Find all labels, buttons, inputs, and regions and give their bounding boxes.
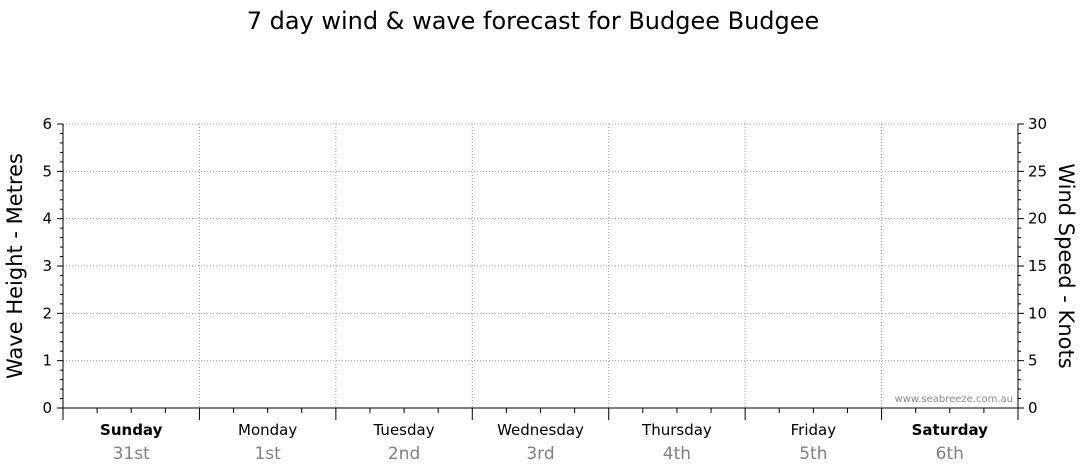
day-name-label: Wednesday [497, 421, 584, 439]
day-date-label: 1st [254, 444, 281, 464]
day-date-label: 3rd [526, 444, 554, 464]
day-name-label: Sunday [100, 421, 163, 439]
right-tick-label: 20 [1028, 210, 1047, 228]
right-axis-title: Wind Speed - Knots [1054, 163, 1078, 368]
right-tick-label: 5 [1028, 352, 1038, 370]
day-date-label: 2nd [388, 444, 420, 464]
day-name-label: Thursday [641, 421, 712, 439]
grid-layer [63, 123, 1018, 408]
day-name-label: Saturday [912, 421, 989, 439]
day-date-label: 31st [113, 444, 150, 464]
left-tick-label: 1 [42, 352, 52, 370]
right-tick-label: 25 [1028, 162, 1047, 180]
day-name-label: Tuesday [373, 421, 435, 439]
right-tick-label: 15 [1028, 257, 1047, 275]
left-tick-label: 2 [42, 304, 52, 322]
chart-title: 7 day wind & wave forecast for Budgee Bu… [247, 7, 820, 35]
left-tick-label: 0 [42, 399, 52, 417]
day-date-label: 4th [663, 444, 691, 464]
left-tick-label: 6 [42, 115, 52, 133]
day-date-label: 5th [799, 444, 827, 464]
left-tick-label: 3 [42, 257, 52, 275]
label-layer: 0 1 2 3 4 5 6 0 5 10 15 20 25 30 Sunday 31st Monday 1st Tu… [42, 115, 1047, 464]
right-tick-label: 10 [1028, 304, 1047, 322]
day-date-label: 6th [936, 444, 964, 464]
watermark-text: www.seabreeze.com.au [895, 394, 1013, 405]
left-tick-label: 4 [42, 210, 52, 228]
left-tick-label: 5 [42, 162, 52, 180]
day-name-label: Monday [238, 421, 297, 439]
axis-layer [57, 123, 1024, 420]
right-tick-label: 30 [1028, 115, 1047, 133]
day-name-label: Friday [791, 421, 837, 439]
right-tick-label: 0 [1028, 399, 1038, 417]
left-axis-title: Wave Height - Metres [3, 153, 27, 379]
